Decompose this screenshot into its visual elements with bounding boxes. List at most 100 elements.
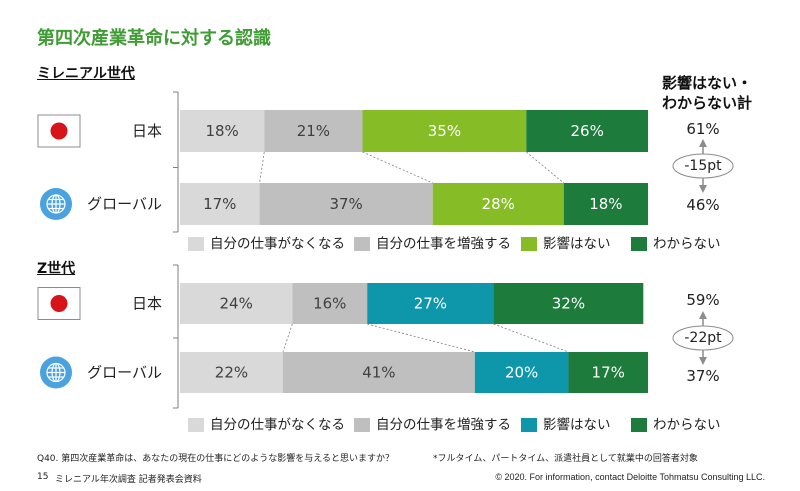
gen-z-chart: 日本 24% 16% 27% 32% 59% グローバル 22% 41% 20% 17% 37% -22…	[37, 264, 734, 433]
bar-value-label: 26%	[570, 122, 603, 140]
bar-value-label: 18%	[589, 195, 622, 213]
series-connector-line	[282, 323, 293, 353]
bar-value-label: 21%	[297, 122, 330, 140]
legend-label: 影響はない	[543, 235, 611, 252]
millennial-chart: 日本 18% 21% 35% 26% 61% グローバル 17% 37% 28% 18% 46% -15…	[37, 91, 734, 252]
bar-segment	[367, 283, 494, 324]
bar-segment	[180, 183, 260, 225]
category-label: グローバル	[87, 195, 162, 213]
legend: 自分の仕事がなくなる 自分の仕事を増強する 影響はない わからない	[188, 416, 721, 433]
category-axis	[173, 264, 179, 409]
series-connector-line	[493, 323, 569, 353]
summary-value: 61%	[686, 120, 719, 138]
bar-value-label: 32%	[552, 295, 585, 313]
legend-swatch	[188, 418, 204, 432]
legend-item: 自分の仕事がなくなる	[188, 236, 345, 252]
category-label: 日本	[132, 122, 162, 140]
summary-header-line: わからない計	[662, 94, 752, 112]
globe-icon	[40, 188, 72, 220]
legend-item: わからない	[631, 417, 721, 433]
bar-value-label: 17%	[203, 195, 236, 213]
legend-item: 自分の仕事を増強する	[354, 236, 511, 252]
bar-segment	[292, 283, 368, 324]
bar-segment	[180, 352, 283, 393]
series-connector-line	[362, 151, 433, 184]
bar-value-label: 24%	[219, 295, 252, 313]
bar-value-label: 27%	[414, 295, 447, 313]
legend-swatch	[354, 237, 370, 251]
bar-segment	[264, 110, 363, 152]
globe-icon	[40, 356, 72, 389]
summary-value: 37%	[686, 367, 719, 385]
summary-value: 59%	[686, 291, 719, 309]
legend-label: 自分の仕事がなくなる	[210, 236, 345, 252]
legend-item: わからない	[631, 236, 721, 252]
section-title-gen-z: Z世代	[37, 261, 76, 277]
legend-label: 自分の仕事を増強する	[376, 236, 511, 252]
bar-value-label: 20%	[505, 364, 538, 382]
legend: 自分の仕事がなくなる 自分の仕事を増強する 影響はない わからない	[188, 235, 721, 252]
copyright: © 2020. For information, contact Deloitt…	[495, 472, 765, 482]
legend-item: 影響はない	[521, 235, 611, 252]
bar-segment	[180, 110, 265, 152]
category-label: 日本	[132, 295, 162, 313]
arrow-head	[699, 311, 707, 319]
slide-title: 第四次産業革命に対する認識	[37, 28, 271, 49]
series-connector-line	[367, 323, 475, 353]
summary-header: 影響はない・ わからない計	[662, 74, 752, 112]
bar-value-label: 37%	[329, 195, 362, 213]
bar-segment	[493, 283, 644, 324]
up-arrow-icon	[699, 311, 707, 326]
legend-label: わからない	[653, 236, 721, 252]
japan-flag-icon	[37, 287, 81, 320]
bar-segment	[563, 183, 648, 225]
legend-item: 自分の仕事を増強する	[354, 417, 511, 433]
up-arrow-icon	[699, 139, 707, 154]
legend-swatch	[354, 418, 370, 432]
series-connector-line	[526, 151, 565, 184]
document-title: ミレニアル年次調査 記者発表会資料	[55, 475, 202, 485]
survey-note: *フルタイム、パートタイム、派遣社員として就業中の回答者対象	[433, 454, 698, 464]
bar-segment	[362, 110, 527, 152]
legend-item: 自分の仕事がなくなる	[188, 417, 345, 433]
bar-value-label: 18%	[205, 122, 238, 140]
legend-label: 自分の仕事がなくなる	[210, 417, 345, 433]
arrow-head	[699, 357, 707, 365]
legend-swatch	[631, 237, 647, 251]
arrow-head	[699, 139, 707, 147]
difference-label: -22pt	[684, 330, 722, 346]
category-axis	[173, 91, 179, 233]
summary-header-line: 影響はない・	[662, 74, 752, 92]
series-connector-line	[259, 151, 265, 184]
section-title-millennial: ミレニアル世代	[37, 66, 135, 82]
legend-swatch	[188, 237, 204, 251]
category-label: グローバル	[87, 364, 162, 382]
bar-value-label: 22%	[215, 364, 248, 382]
bar-segment	[180, 283, 293, 324]
flag-field	[37, 114, 81, 148]
summary-value: 46%	[686, 196, 719, 214]
bar-value-label: 17%	[592, 364, 625, 382]
legend-swatch	[521, 237, 537, 251]
bar-value-label: 16%	[313, 295, 346, 313]
difference-label: -15pt	[684, 158, 722, 174]
japan-flag-icon	[37, 114, 81, 148]
legend-swatch	[631, 418, 647, 432]
legend-label: 影響はない	[543, 416, 611, 433]
bar-value-label: 28%	[482, 195, 515, 213]
bar-segment	[474, 352, 569, 393]
bar-segment	[526, 110, 648, 152]
legend-label: 自分の仕事を増強する	[376, 417, 511, 433]
legend-swatch	[521, 418, 537, 432]
bar-value-label: 41%	[362, 364, 395, 382]
legend-item: 影響はない	[521, 416, 611, 433]
page-number: 15	[37, 472, 49, 482]
bar-segment	[432, 183, 564, 225]
down-arrow-icon	[699, 178, 707, 193]
bar-value-label: 35%	[428, 122, 461, 140]
flag-sun	[50, 122, 68, 140]
legend-label: わからない	[653, 417, 721, 433]
bar-segment	[568, 352, 648, 393]
down-arrow-icon	[699, 350, 707, 365]
